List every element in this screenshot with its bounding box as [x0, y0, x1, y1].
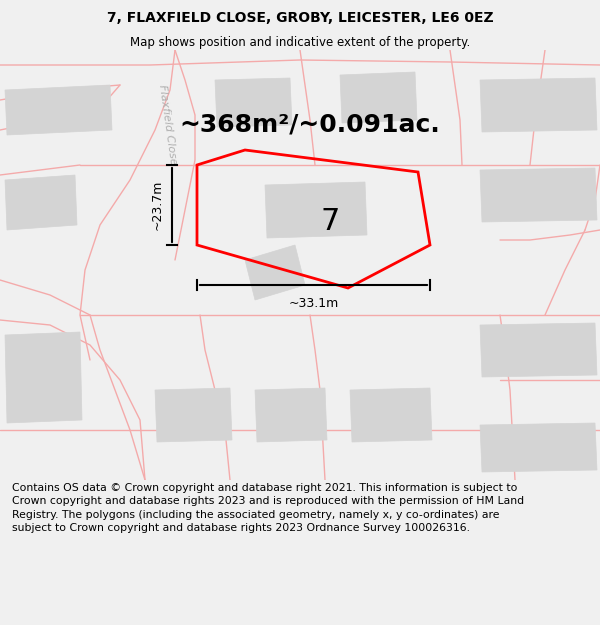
Polygon shape [255, 388, 327, 442]
Polygon shape [480, 78, 597, 132]
Polygon shape [5, 85, 112, 135]
Polygon shape [265, 182, 367, 238]
Polygon shape [480, 423, 597, 472]
Text: ~368m²/~0.091ac.: ~368m²/~0.091ac. [179, 113, 440, 137]
Polygon shape [480, 168, 597, 222]
Text: 7, FLAXFIELD CLOSE, GROBY, LEICESTER, LE6 0EZ: 7, FLAXFIELD CLOSE, GROBY, LEICESTER, LE… [107, 11, 493, 25]
Polygon shape [245, 245, 305, 300]
Polygon shape [155, 388, 232, 442]
Polygon shape [5, 175, 77, 230]
Text: 7: 7 [320, 208, 340, 236]
Polygon shape [480, 323, 597, 377]
Polygon shape [215, 78, 292, 127]
Text: Contains OS data © Crown copyright and database right 2021. This information is : Contains OS data © Crown copyright and d… [12, 483, 524, 532]
Text: ~23.7m: ~23.7m [151, 180, 164, 230]
Polygon shape [350, 388, 432, 442]
Text: ~33.1m: ~33.1m [289, 297, 338, 310]
Polygon shape [5, 332, 82, 423]
Text: Flaxfield Close: Flaxfield Close [157, 84, 179, 166]
Polygon shape [340, 72, 417, 123]
Text: Map shows position and indicative extent of the property.: Map shows position and indicative extent… [130, 36, 470, 49]
